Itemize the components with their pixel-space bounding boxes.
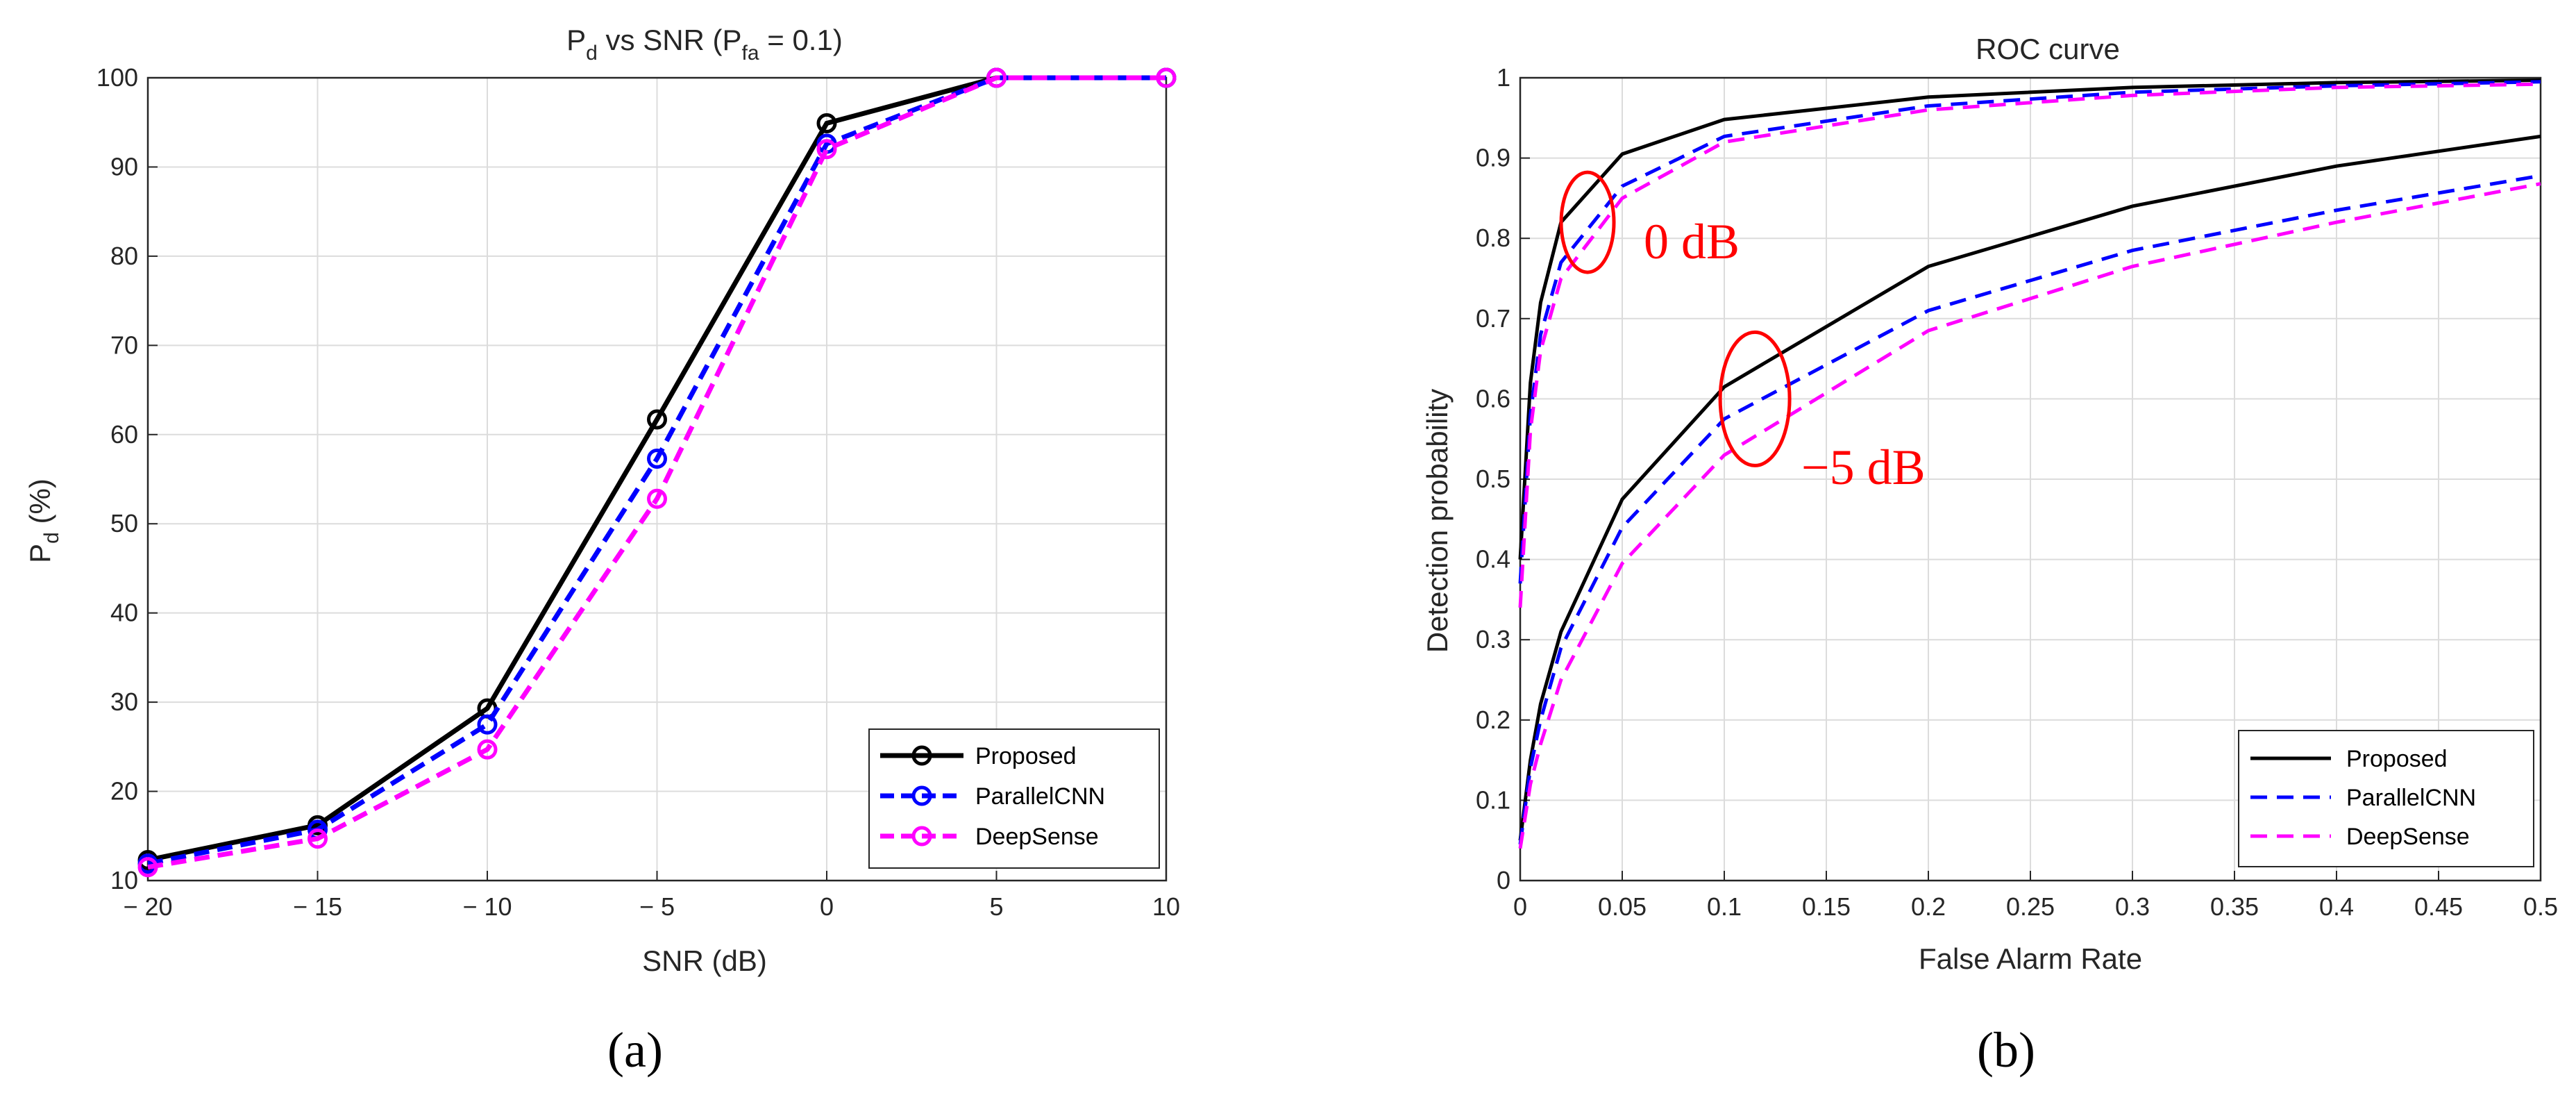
legend-label-parallelcnn: ParallelCNN bbox=[975, 783, 1105, 810]
data-point-deepsense bbox=[816, 139, 837, 160]
legend-label-deepsense: DeepSense bbox=[975, 824, 1099, 850]
y-tick-label: 0 bbox=[1497, 866, 1510, 894]
chart-b-axes-box bbox=[1519, 76, 2542, 882]
legend-marker-proposed bbox=[911, 745, 932, 766]
legend-marker-parallelcnn bbox=[911, 785, 932, 806]
y-tick-label: 30 bbox=[110, 688, 138, 716]
x-tick-label: 0.15 bbox=[1802, 892, 1851, 921]
chart-b-title: ROC curve bbox=[1976, 33, 2120, 65]
x-tick-label: 0.4 bbox=[2319, 892, 2354, 921]
annotation-minus5db: −5 dB bbox=[1801, 440, 1926, 495]
annotation-0db: 0 dB bbox=[1644, 214, 1740, 269]
chart-a-xlabel: SNR (dB) bbox=[642, 944, 767, 977]
y-tick-label: 0.8 bbox=[1476, 224, 1510, 252]
data-point-proposed bbox=[647, 409, 667, 430]
data-point-deepsense bbox=[647, 488, 667, 509]
y-tick-label: 80 bbox=[110, 242, 138, 270]
chart-a-legend: Proposed ParallelCNN DeepSense bbox=[868, 728, 1160, 869]
y-tick-label: 60 bbox=[110, 420, 138, 449]
x-tick-label: 0.3 bbox=[2115, 892, 2150, 921]
y-tick-label: 50 bbox=[110, 509, 138, 538]
x-tick-label: 0 bbox=[1513, 892, 1527, 921]
legend-marker-deepsense bbox=[911, 826, 932, 847]
y-tick-label: 90 bbox=[110, 152, 138, 181]
x-tick-label: − 5 bbox=[639, 892, 675, 921]
data-point-deepsense bbox=[308, 828, 328, 849]
x-tick-label: 0.35 bbox=[2210, 892, 2259, 921]
roc-line-deepsense bbox=[1518, 182, 2541, 849]
y-tick-label: 0.1 bbox=[1476, 785, 1510, 814]
legend-label-proposed: Proposed bbox=[975, 743, 1077, 769]
y-tick-label: 100 bbox=[96, 63, 138, 92]
x-tick-label: 0.45 bbox=[2414, 892, 2463, 921]
legend-label-proposed: Proposed bbox=[2346, 746, 2448, 772]
x-tick-label: 10 bbox=[1152, 892, 1180, 921]
chart-b-ylabel: Detection probability bbox=[1421, 389, 1454, 653]
chart-a-ylabel: Pd (%) bbox=[24, 478, 63, 563]
panel-label-b: (b) bbox=[1977, 1022, 2035, 1078]
y-tick-label: 0.5 bbox=[1476, 465, 1510, 493]
roc-line-proposed bbox=[1518, 78, 2541, 560]
y-tick-label: 1 bbox=[1497, 63, 1510, 92]
y-tick-label: 20 bbox=[110, 777, 138, 806]
chart-panel-a: Pd vs SNR (Pfa = 0.1) SNR (dB) Pd (%) (a… bbox=[24, 24, 1180, 1078]
x-tick-label: 0 bbox=[820, 892, 834, 921]
x-tick-label: 0.2 bbox=[1911, 892, 1946, 921]
annotation-ellipse-0db bbox=[1559, 170, 1616, 274]
chart-panel-b: ROC curve False Alarm Rate Detection pro… bbox=[1421, 33, 2558, 1078]
y-tick-label: 70 bbox=[110, 331, 138, 359]
y-tick-label: 0.9 bbox=[1476, 144, 1510, 172]
annotation-ellipse-minus5db bbox=[1718, 330, 1792, 467]
roc-line-parallelcnn bbox=[1518, 80, 2541, 584]
roc-line-parallelcnn bbox=[1518, 174, 2541, 845]
chart-a-axes-box bbox=[146, 76, 1168, 882]
series-line-deepsense bbox=[147, 75, 1166, 870]
data-point-parallelcnn bbox=[477, 714, 498, 735]
x-tick-label: 5 bbox=[989, 892, 1003, 921]
y-tick-label: 0.3 bbox=[1476, 625, 1510, 653]
x-tick-label: − 10 bbox=[462, 892, 512, 921]
y-tick-label: 0.2 bbox=[1476, 706, 1510, 734]
y-tick-label: 0.4 bbox=[1476, 545, 1510, 574]
roc-line-deepsense bbox=[1518, 82, 2541, 608]
y-tick-label: 10 bbox=[110, 866, 138, 894]
data-point-deepsense bbox=[986, 67, 1007, 88]
x-tick-label: − 15 bbox=[293, 892, 342, 921]
panel-label-a: (a) bbox=[607, 1022, 663, 1078]
y-tick-label: 0.7 bbox=[1476, 304, 1510, 333]
x-tick-label: 0.05 bbox=[1598, 892, 1647, 921]
data-point-parallelcnn bbox=[647, 448, 667, 469]
data-point-deepsense bbox=[477, 739, 498, 760]
chart-a-title: Pd vs SNR (Pfa = 0.1) bbox=[566, 24, 843, 65]
x-tick-label: 0.25 bbox=[2006, 892, 2055, 921]
chart-b-xlabel: False Alarm Rate bbox=[1919, 942, 2142, 975]
legend-label-parallelcnn: ParallelCNN bbox=[2346, 785, 2476, 811]
data-point-proposed bbox=[816, 113, 837, 134]
data-point-deepsense bbox=[137, 857, 158, 878]
x-tick-label: 0.5 bbox=[2523, 892, 2558, 921]
roc-line-proposed bbox=[1518, 134, 2541, 841]
y-tick-label: 40 bbox=[110, 599, 138, 627]
legend-label-deepsense: DeepSense bbox=[2346, 824, 2470, 850]
y-tick-label: 0.6 bbox=[1476, 384, 1510, 412]
data-point-deepsense bbox=[1156, 67, 1177, 88]
x-tick-label: − 20 bbox=[123, 892, 172, 921]
chart-b-legend: Proposed ParallelCNN DeepSense bbox=[2238, 730, 2534, 867]
x-tick-label: 0.1 bbox=[1707, 892, 1742, 921]
